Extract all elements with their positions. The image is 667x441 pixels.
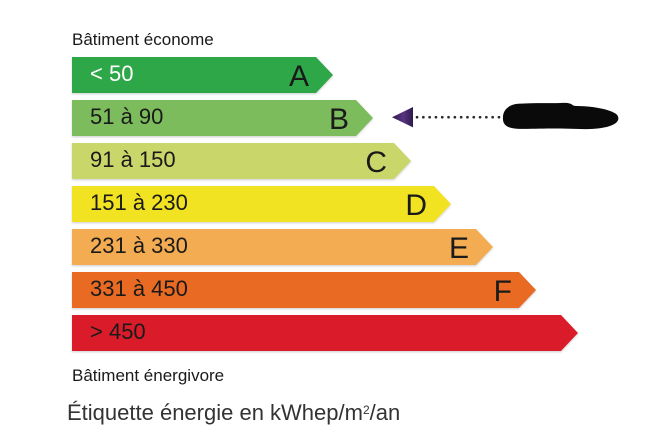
- svg-text:231 à 330: 231 à 330: [90, 233, 188, 258]
- svg-text:A: A: [289, 60, 309, 93]
- svg-text:D: D: [405, 189, 427, 222]
- svg-text:< 50: < 50: [90, 61, 133, 86]
- svg-text:51 à 90: 51 à 90: [90, 104, 163, 129]
- svg-text:91 à 150: 91 à 150: [90, 147, 176, 172]
- svg-text:> 450: > 450: [90, 319, 146, 344]
- svg-text:151 à 230: 151 à 230: [90, 190, 188, 215]
- svg-text:331 à 450: 331 à 450: [90, 276, 188, 301]
- svg-text:E: E: [449, 232, 469, 265]
- svg-text:F: F: [494, 275, 512, 308]
- svg-text:B: B: [329, 103, 349, 136]
- svg-text:C: C: [365, 146, 387, 179]
